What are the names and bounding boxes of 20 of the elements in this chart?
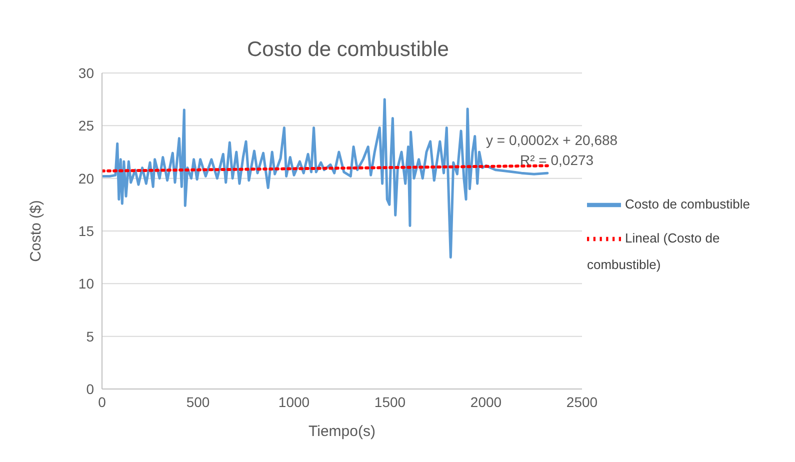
x-tick-label: 1000 xyxy=(278,394,310,410)
legend-label: Lineal (Costo de combustible) xyxy=(587,230,720,272)
x-tick-label: 0 xyxy=(98,394,106,410)
chart-title: Costo de combustible xyxy=(246,38,450,62)
y-tick-label: 15 xyxy=(78,222,94,239)
y-tick-label: 30 xyxy=(78,64,94,81)
trend-equation-text: R² = 0,0273 xyxy=(520,152,594,168)
y-tick-label: 5 xyxy=(86,328,94,344)
x-tick-label: 2000 xyxy=(470,394,502,410)
y-tick-label: 10 xyxy=(78,276,94,292)
y-axis-title: Costo ($) xyxy=(27,200,44,262)
legend-label: Costo de combustible xyxy=(625,196,750,212)
x-tick-label: 1500 xyxy=(374,394,406,410)
x-axis-title: Tiempo(s) xyxy=(308,423,376,440)
y-tick-label: 0 xyxy=(86,380,94,397)
trend-equation-text: y = 0,0002x + 20,688 xyxy=(486,132,618,148)
y-tick-label: 20 xyxy=(78,170,94,186)
x-tick-label: 2500 xyxy=(566,394,598,410)
y-tick-label: 25 xyxy=(78,118,94,134)
x-tick-label: 500 xyxy=(186,394,210,410)
